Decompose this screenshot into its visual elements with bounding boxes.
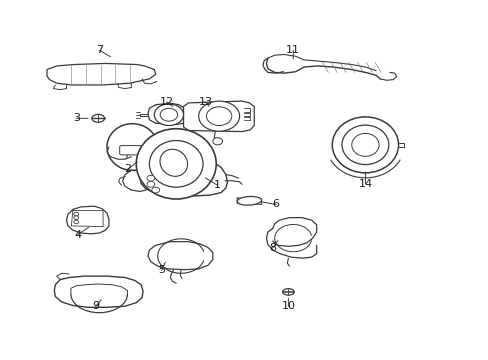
Text: 1: 1	[214, 180, 221, 190]
Text: 5: 5	[158, 265, 165, 275]
Ellipse shape	[206, 107, 231, 126]
Polygon shape	[66, 206, 109, 234]
Text: 4: 4	[74, 230, 81, 239]
Ellipse shape	[237, 197, 261, 205]
Ellipse shape	[149, 140, 203, 187]
Ellipse shape	[351, 134, 378, 156]
Text: 11: 11	[285, 45, 300, 55]
Ellipse shape	[160, 108, 177, 121]
Ellipse shape	[92, 114, 104, 122]
Ellipse shape	[147, 175, 155, 181]
Text: 8: 8	[269, 243, 276, 253]
Ellipse shape	[198, 101, 239, 131]
FancyBboxPatch shape	[120, 145, 142, 155]
Ellipse shape	[74, 220, 79, 224]
Polygon shape	[148, 103, 188, 125]
Ellipse shape	[331, 117, 398, 173]
Ellipse shape	[341, 125, 388, 165]
Text: 7: 7	[96, 45, 102, 55]
Text: 13: 13	[198, 97, 212, 107]
Ellipse shape	[152, 187, 159, 193]
Text: 9: 9	[92, 301, 99, 311]
Ellipse shape	[154, 104, 183, 126]
Ellipse shape	[147, 181, 155, 187]
Ellipse shape	[136, 129, 216, 199]
Text: 6: 6	[272, 199, 279, 210]
Ellipse shape	[74, 212, 79, 216]
Polygon shape	[148, 242, 212, 270]
Text: 3: 3	[73, 113, 80, 123]
Ellipse shape	[160, 149, 187, 176]
Ellipse shape	[212, 138, 222, 145]
Polygon shape	[47, 63, 156, 85]
Text: 14: 14	[358, 179, 372, 189]
Text: 12: 12	[159, 97, 173, 107]
Polygon shape	[54, 276, 143, 307]
Text: 10: 10	[281, 301, 295, 311]
Text: 2: 2	[123, 164, 131, 174]
Ellipse shape	[74, 216, 79, 220]
Polygon shape	[183, 101, 254, 132]
Ellipse shape	[282, 289, 294, 295]
